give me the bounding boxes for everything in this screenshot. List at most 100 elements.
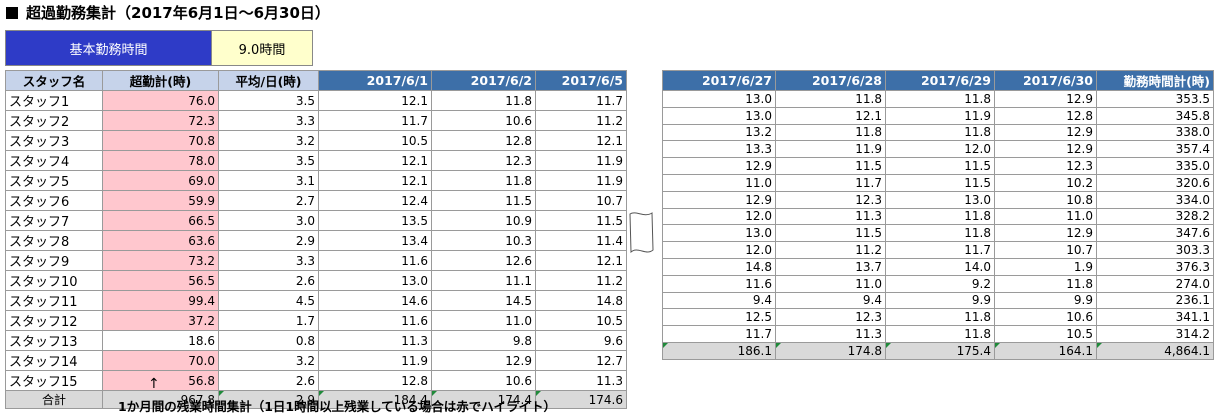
day-total-cell[interactable]: 186.1 xyxy=(662,341,776,360)
day-hours-cell[interactable]: 11.1 xyxy=(431,270,536,291)
header-date[interactable]: 2017/6/28 xyxy=(775,70,886,91)
day-hours-cell[interactable]: 11.5 xyxy=(775,224,886,243)
overtime-cell[interactable]: 70.0 xyxy=(102,350,219,371)
day-hours-cell[interactable]: 11.8 xyxy=(431,90,536,111)
header-date[interactable]: 2017/6/5 xyxy=(535,70,627,91)
average-cell[interactable]: 3.1 xyxy=(218,170,319,191)
day-hours-cell[interactable]: 12.4 xyxy=(318,190,432,211)
overtime-cell[interactable]: 70.8 xyxy=(102,130,219,151)
day-hours-cell[interactable]: 12.0 xyxy=(662,241,776,259)
average-cell[interactable]: 3.2 xyxy=(218,350,319,371)
day-hours-cell[interactable]: 14.8 xyxy=(662,257,776,276)
staff-name-cell[interactable]: スタッフ1 xyxy=(5,90,103,111)
day-hours-cell[interactable]: 11.4 xyxy=(535,230,627,251)
day-hours-cell[interactable]: 12.0 xyxy=(885,140,995,159)
day-hours-cell[interactable]: 12.3 xyxy=(994,157,1097,175)
day-hours-cell[interactable]: 11.6 xyxy=(318,310,432,331)
day-hours-cell[interactable]: 12.9 xyxy=(994,90,1097,108)
day-hours-cell[interactable]: 11.8 xyxy=(775,123,886,142)
day-total-cell[interactable]: 175.4 xyxy=(885,341,995,360)
staff-name-cell[interactable]: スタッフ5 xyxy=(5,170,103,191)
day-hours-cell[interactable]: 9.9 xyxy=(885,291,995,310)
staff-name-cell[interactable]: スタッフ4 xyxy=(5,150,103,171)
day-hours-cell[interactable]: 10.7 xyxy=(535,190,627,211)
day-hours-cell[interactable]: 12.1 xyxy=(318,90,432,111)
staff-name-cell[interactable]: スタッフ11 xyxy=(5,290,103,311)
day-hours-cell[interactable]: 12.1 xyxy=(535,130,627,151)
average-cell[interactable]: 3.5 xyxy=(218,150,319,171)
day-hours-cell[interactable]: 11.2 xyxy=(775,241,886,259)
basic-hours-value[interactable]: 9.0時間 xyxy=(212,31,312,65)
day-hours-cell[interactable]: 11.5 xyxy=(775,157,886,175)
day-hours-cell[interactable]: 12.9 xyxy=(662,190,776,209)
header-date[interactable]: 2017/6/30 xyxy=(994,70,1097,91)
staff-name-cell[interactable]: スタッフ14 xyxy=(5,350,103,371)
day-hours-cell[interactable]: 11.3 xyxy=(535,370,627,391)
day-hours-cell[interactable]: 12.8 xyxy=(431,130,536,151)
day-hours-cell[interactable]: 11.3 xyxy=(775,325,886,343)
day-hours-cell[interactable]: 14.8 xyxy=(535,290,627,311)
average-cell[interactable]: 4.5 xyxy=(218,290,319,311)
day-hours-cell[interactable]: 12.9 xyxy=(994,140,1097,159)
day-hours-cell[interactable]: 10.8 xyxy=(994,190,1097,209)
total-hours-cell[interactable]: 334.0 xyxy=(1096,190,1214,209)
day-hours-cell[interactable]: 13.3 xyxy=(662,140,776,159)
overtime-cell[interactable]: 76.0 xyxy=(102,90,219,111)
day-hours-cell[interactable]: 9.9 xyxy=(994,291,1097,310)
day-hours-cell[interactable]: 11.5 xyxy=(535,210,627,231)
day-hours-cell[interactable]: 11.8 xyxy=(885,123,995,142)
day-hours-cell[interactable]: 11.7 xyxy=(775,173,886,192)
average-cell[interactable]: 3.3 xyxy=(218,110,319,131)
overtime-cell[interactable]: 18.6 xyxy=(102,330,219,351)
average-cell[interactable]: 3.3 xyxy=(218,250,319,271)
total-hours-cell[interactable]: 314.2 xyxy=(1096,325,1214,343)
day-hours-cell[interactable]: 10.7 xyxy=(994,241,1097,259)
average-cell[interactable]: 2.7 xyxy=(218,190,319,211)
day-total-cell[interactable]: 174.8 xyxy=(775,341,886,360)
day-hours-cell[interactable]: 11.9 xyxy=(535,170,627,191)
total-hours-cell[interactable]: 320.6 xyxy=(1096,173,1214,192)
total-hours-cell[interactable]: 353.5 xyxy=(1096,90,1214,108)
header-overtime[interactable]: 超勤計(時) xyxy=(102,70,219,91)
day-hours-cell[interactable]: 10.2 xyxy=(994,173,1097,192)
overtime-cell[interactable]: 73.2 xyxy=(102,250,219,271)
staff-name-cell[interactable]: スタッフ15 xyxy=(5,370,103,391)
staff-name-cell[interactable]: スタッフ3 xyxy=(5,130,103,151)
header-average[interactable]: 平均/日(時) xyxy=(218,70,319,91)
average-cell[interactable]: 0.8 xyxy=(218,330,319,351)
day-hours-cell[interactable]: 11.8 xyxy=(775,90,886,108)
day-hours-cell[interactable]: 11.9 xyxy=(775,140,886,159)
day-hours-cell[interactable]: 12.1 xyxy=(318,170,432,191)
day-hours-cell[interactable]: 13.0 xyxy=(662,224,776,243)
day-hours-cell[interactable]: 13.7 xyxy=(775,257,886,276)
day-hours-cell[interactable]: 11.3 xyxy=(318,330,432,351)
day-hours-cell[interactable]: 13.0 xyxy=(662,106,776,125)
day-hours-cell[interactable]: 11.6 xyxy=(662,274,776,293)
header-staff-name[interactable]: スタッフ名 xyxy=(5,70,103,91)
day-hours-cell[interactable]: 12.3 xyxy=(775,308,886,327)
staff-name-cell[interactable]: スタッフ8 xyxy=(5,230,103,251)
day-hours-cell[interactable]: 12.8 xyxy=(318,370,432,391)
overtime-cell[interactable]: 99.4 xyxy=(102,290,219,311)
average-cell[interactable]: 3.0 xyxy=(218,210,319,231)
overtime-cell[interactable]: 78.0 xyxy=(102,150,219,171)
average-cell[interactable]: 2.6 xyxy=(218,270,319,291)
day-hours-cell[interactable]: 11.9 xyxy=(535,150,627,171)
staff-name-cell[interactable]: スタッフ2 xyxy=(5,110,103,131)
day-hours-cell[interactable]: 10.3 xyxy=(431,230,536,251)
day-hours-cell[interactable]: 1.9 xyxy=(994,257,1097,276)
average-cell[interactable]: 3.5 xyxy=(218,90,319,111)
overtime-total-cell[interactable]: 967.8 xyxy=(102,390,219,409)
day-hours-cell[interactable]: 11.7 xyxy=(535,90,627,111)
day-hours-cell[interactable]: 12.0 xyxy=(662,207,776,226)
day-total-cell[interactable]: 184.4 xyxy=(318,390,432,409)
staff-name-cell[interactable]: スタッフ9 xyxy=(5,250,103,271)
average-cell[interactable]: 3.2 xyxy=(218,130,319,151)
day-hours-cell[interactable]: 12.3 xyxy=(775,190,886,209)
total-hours-cell[interactable]: 274.0 xyxy=(1096,274,1214,293)
grand-total-cell[interactable]: 4,864.1 xyxy=(1096,341,1214,360)
overtime-cell[interactable]: 66.5 xyxy=(102,210,219,231)
day-hours-cell[interactable]: 12.9 xyxy=(994,123,1097,142)
day-total-cell[interactable]: 164.1 xyxy=(994,341,1097,360)
total-hours-cell[interactable]: 338.0 xyxy=(1096,123,1214,142)
